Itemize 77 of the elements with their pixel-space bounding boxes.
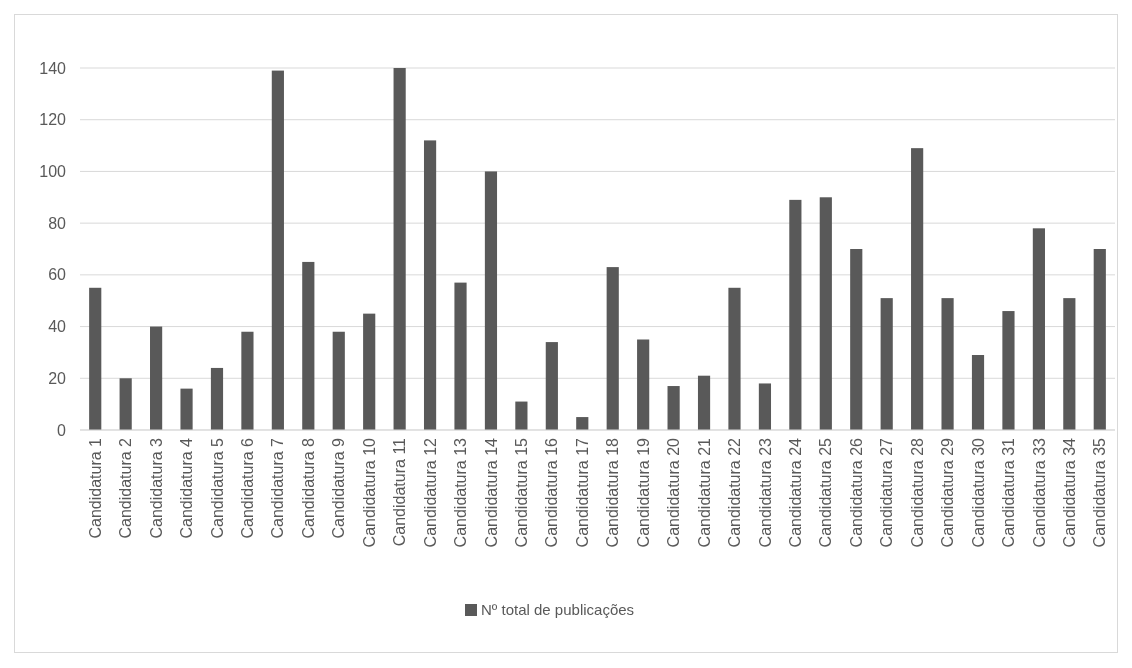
x-tick-label: Candidatura 28 [908, 437, 926, 548]
x-tick-label: Candidatura 18 [604, 437, 622, 548]
x-tick-label: Candidatura 14 [482, 437, 500, 548]
y-tick-label: 140 [39, 59, 67, 77]
x-tick-label: Candidatura 6 [239, 437, 257, 539]
y-tick-label: 120 [39, 111, 67, 129]
bar [1063, 298, 1076, 430]
x-tick-label: Candidatura 16 [543, 437, 561, 548]
x-tick-label: Candidatura 34 [1060, 437, 1078, 548]
bar [606, 267, 619, 430]
bar [241, 331, 254, 430]
bar [667, 386, 680, 430]
x-tick-label: Candidatura 7 [269, 437, 287, 539]
x-tick-label: Candidatura 8 [299, 437, 317, 539]
x-tick-label: Candidatura 33 [1030, 437, 1048, 548]
bar [515, 401, 528, 430]
x-tick-label: Candidatura 15 [513, 437, 530, 548]
bar [789, 199, 802, 430]
x-tick-label: Candidatura 27 [878, 437, 896, 548]
y-tick-label: 20 [48, 369, 67, 387]
bar [941, 298, 954, 430]
bar [454, 282, 467, 430]
bar [271, 70, 284, 430]
bar [971, 355, 985, 430]
x-tick-label: Candidatura 5 [208, 437, 226, 539]
bar [89, 287, 102, 430]
bar [697, 375, 711, 430]
y-tick-label: 40 [48, 318, 67, 336]
x-tick-label: Candidatura 4 [178, 437, 196, 539]
x-tick-label: Candidatura 10 [360, 437, 378, 548]
x-tick-label: Candidatura 26 [847, 437, 865, 548]
x-tick-label: Candidatura 29 [939, 437, 957, 548]
x-tick-label: Candidatura 3 [147, 437, 165, 539]
x-tick-label: Candidatura 30 [969, 437, 987, 548]
x-tick-label: Candidatura 11 [391, 437, 409, 547]
x-tick-label: Candidatura 24 [786, 437, 804, 548]
x-tick-label: Candidatura 12 [421, 437, 439, 548]
x-tick-label: Candidatura 1 [86, 437, 104, 539]
x-tick-label: Candidatura 20 [665, 437, 683, 548]
bar [119, 378, 132, 430]
x-tick-label: Candidatura 19 [634, 437, 652, 548]
x-tick-label: Candidatura 31 [1000, 437, 1018, 548]
bar [819, 197, 832, 430]
y-tick-label: 100 [39, 163, 67, 181]
bar [911, 148, 924, 430]
x-tick-label: Candidatura 22 [726, 437, 744, 548]
x-tick-label: Candidatura 23 [756, 437, 774, 548]
bar [1093, 249, 1106, 430]
bar [880, 298, 893, 430]
x-tick-label: Candidatura 21 [695, 437, 713, 548]
y-tick-label: 60 [48, 266, 67, 284]
bar [180, 388, 193, 430]
x-tick-label: Candidatura 9 [330, 437, 348, 539]
x-tick-label: Candidatura 2 [117, 437, 135, 539]
bar [423, 140, 437, 430]
bar [576, 417, 589, 430]
bar [1002, 311, 1015, 430]
bar [1032, 228, 1045, 430]
bar [150, 326, 163, 430]
y-tick-label: 0 [57, 421, 67, 439]
bar [332, 331, 345, 430]
bar [484, 171, 498, 430]
bar [758, 383, 772, 430]
bar [850, 249, 863, 430]
bar [728, 287, 741, 430]
x-tick-label: Candidatura 35 [1091, 437, 1109, 548]
bar [363, 313, 376, 430]
x-tick-label: Candidatura 25 [817, 437, 835, 548]
x-tick-label: Candidatura 13 [452, 437, 470, 548]
bar [393, 68, 406, 430]
legend-label: Nº total de publicações [481, 601, 635, 619]
bar [545, 342, 558, 430]
bar [302, 261, 315, 430]
x-tick-label: Candidatura 17 [573, 437, 591, 548]
y-tick-label: 80 [48, 214, 67, 232]
bar [637, 339, 650, 430]
bar [210, 367, 224, 430]
